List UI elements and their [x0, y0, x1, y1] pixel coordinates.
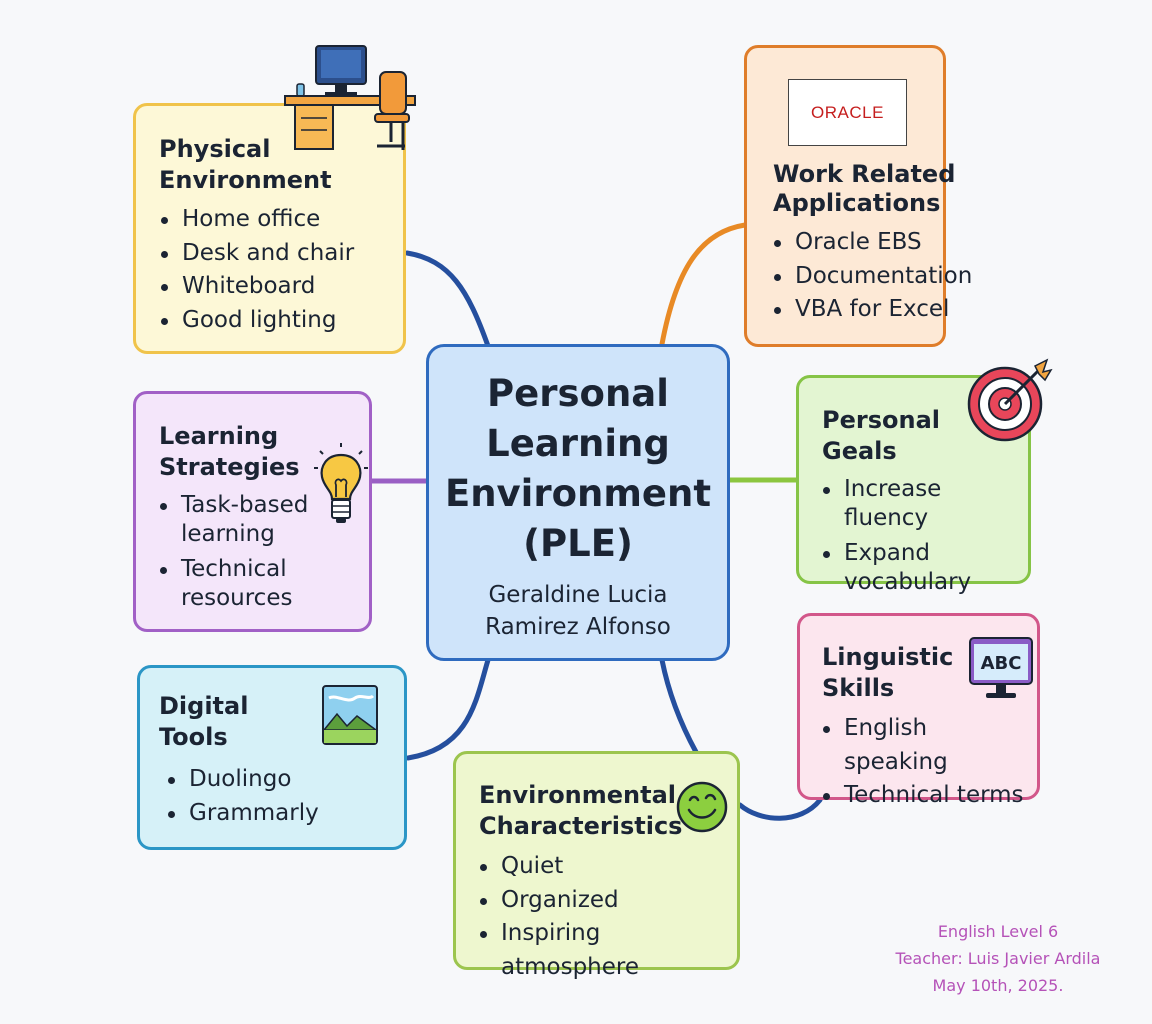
footer-credits: English Level 6 Teacher: Luis Javier Ard… [880, 918, 1116, 999]
node-work-related-applications: ORACLE Work Related Applications Oracle … [744, 45, 972, 347]
node-physical-environment: Physical Environment Home office Desk an… [133, 103, 406, 354]
list-item: English speaking [822, 712, 1037, 779]
connector-environmental [659, 657, 699, 755]
course-level: English Level 6 [937, 922, 1059, 941]
list-item: Oracle EBS [773, 226, 972, 260]
connector-digital [405, 657, 491, 761]
item-list: Home office Desk and chair Whiteboard Go… [160, 203, 354, 337]
item-list: Oracle EBS Documentation VBA for Excel [773, 226, 972, 327]
teacher-name: Teacher: Luis Javier Ardila [895, 949, 1101, 968]
author-name: Geraldine Lucia Ramirez Alfonso [485, 582, 671, 640]
connector-work [659, 222, 748, 347]
list-item: VBA for Excel [773, 293, 972, 327]
oracle-logo: ORACLE [788, 79, 907, 146]
connector-physical [404, 250, 491, 349]
list-item: Technical terms [822, 779, 1037, 813]
list-item: Home office [160, 203, 354, 237]
list-item: Organized [479, 884, 737, 918]
svg-text:ABC: ABC [981, 653, 1022, 674]
central-node: Personal Learning Environment (PLE) Gera… [426, 344, 730, 661]
list-item: Technical resources [159, 555, 308, 613]
list-item: Documentation [773, 260, 972, 294]
list-item: Desk and chair [160, 237, 354, 271]
logo-text: ORACLE [811, 102, 884, 122]
node-title: Environmental Characteristics [479, 781, 683, 840]
node-title: Learning Strategies [159, 422, 300, 481]
list-item: Duolingo [167, 763, 319, 797]
item-list: Quiet Organized Inspiring atmosphere [479, 850, 737, 984]
item-list: Increase fluency Expand vocabulary [822, 475, 1028, 603]
node-title: Personal Geals [822, 406, 940, 465]
connector-linguistic [737, 797, 823, 821]
node-title: Work Related Applications [773, 160, 956, 217]
list-item: Inspiring atmosphere [479, 917, 737, 984]
item-list: Duolingo Grammarly [167, 763, 319, 830]
node-title: Linguistic Skills [822, 643, 954, 702]
landscape-image-icon [322, 685, 379, 745]
list-item: Quiet [479, 850, 737, 884]
node-personal-goals: Personal Geals Increase fluency Expand v… [796, 375, 1031, 595]
node-linguistic-skills: Linguistic Skills English speaking Techn… [797, 613, 1040, 808]
central-title: Personal Learning Environment (PLE) [444, 372, 712, 565]
target-icon [967, 358, 1053, 442]
item-list: English speaking Technical terms [822, 712, 1037, 813]
smiley-icon [676, 781, 728, 833]
list-item: Increase fluency [822, 475, 1028, 533]
abc-monitor-icon: ABC [969, 637, 1033, 698]
lightbulb-icon [314, 443, 368, 523]
date: May 10th, 2025. [932, 976, 1064, 995]
list-item: Whiteboard [160, 270, 354, 304]
list-item: Good lighting [160, 304, 354, 338]
desk-computer-icon [284, 45, 416, 150]
node-title: Digital Tools [159, 692, 249, 751]
list-item: Expand vocabulary [822, 539, 1028, 597]
list-item: Task-based learning [159, 491, 308, 549]
node-title: Physical Environment [159, 135, 332, 194]
item-list: Task-based learning Technical resources [159, 491, 308, 619]
list-item: Grammarly [167, 797, 319, 831]
